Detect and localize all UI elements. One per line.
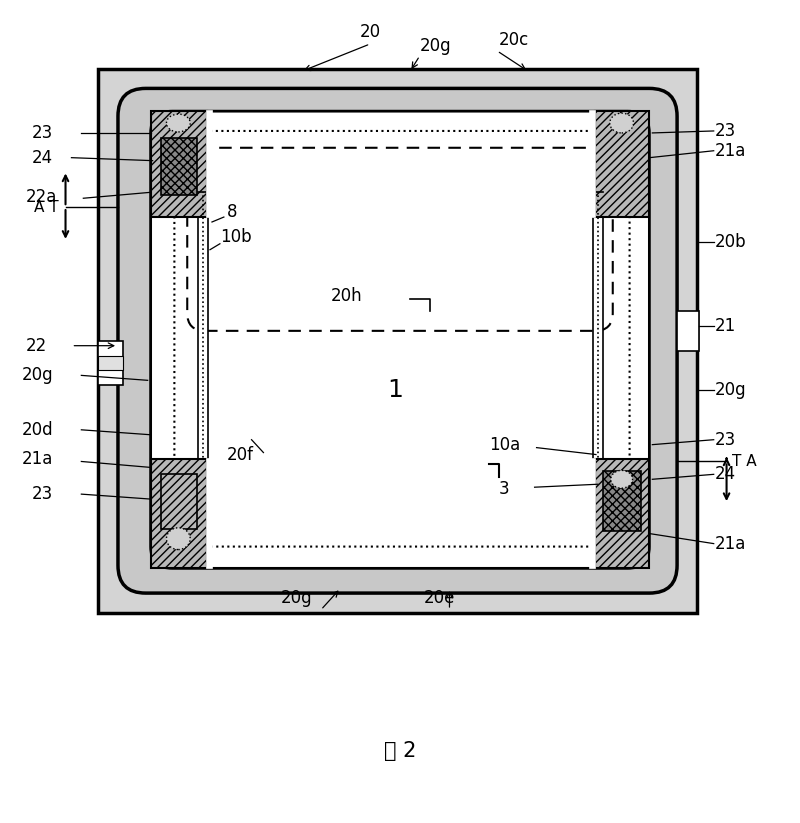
Text: A T: A T <box>34 200 58 215</box>
Text: 21a: 21a <box>714 535 746 552</box>
Ellipse shape <box>610 113 634 133</box>
Text: 21: 21 <box>714 317 736 335</box>
Text: 21a: 21a <box>714 142 746 160</box>
Text: 10a: 10a <box>489 435 520 453</box>
FancyBboxPatch shape <box>98 68 697 613</box>
Bar <box>595 111 650 217</box>
Bar <box>150 459 207 569</box>
Bar <box>198 193 208 569</box>
Bar <box>595 459 650 569</box>
Ellipse shape <box>166 114 190 132</box>
Text: 23: 23 <box>714 122 736 140</box>
Bar <box>590 111 595 217</box>
Text: 22a: 22a <box>26 188 58 207</box>
Bar <box>150 111 207 217</box>
Ellipse shape <box>610 471 633 488</box>
Bar <box>207 111 212 217</box>
Bar <box>161 138 197 195</box>
Text: 20g: 20g <box>22 366 54 384</box>
Bar <box>98 341 123 385</box>
Bar <box>161 474 197 528</box>
Text: 21a: 21a <box>22 450 54 468</box>
Ellipse shape <box>166 528 190 550</box>
Text: 23: 23 <box>32 485 53 503</box>
Text: 10b: 10b <box>220 228 251 246</box>
Text: 22: 22 <box>26 337 47 355</box>
Text: 20c: 20c <box>499 31 530 49</box>
Text: T A: T A <box>731 454 756 469</box>
Text: 8: 8 <box>227 203 238 221</box>
Text: 24: 24 <box>714 465 736 483</box>
Bar <box>593 193 603 569</box>
Text: 20g: 20g <box>714 381 746 399</box>
Bar <box>590 459 595 569</box>
Bar <box>603 472 642 531</box>
Text: 1: 1 <box>387 379 403 402</box>
FancyBboxPatch shape <box>118 88 677 593</box>
FancyBboxPatch shape <box>150 111 650 569</box>
Text: 20g: 20g <box>280 589 312 607</box>
Bar <box>207 459 212 569</box>
Text: 20d: 20d <box>22 421 54 439</box>
Text: 20e: 20e <box>424 589 455 607</box>
Text: 20h: 20h <box>330 287 362 305</box>
Text: 20f: 20f <box>227 445 254 463</box>
Text: 20: 20 <box>360 23 381 41</box>
Bar <box>98 356 123 370</box>
Text: 23: 23 <box>32 124 53 142</box>
Text: 24: 24 <box>32 149 53 167</box>
Text: 23: 23 <box>714 430 736 449</box>
Bar <box>677 311 699 351</box>
Text: 20g: 20g <box>420 37 451 55</box>
Text: 20b: 20b <box>714 233 746 251</box>
Text: 图 2: 图 2 <box>384 742 416 761</box>
Text: 3: 3 <box>499 480 510 498</box>
